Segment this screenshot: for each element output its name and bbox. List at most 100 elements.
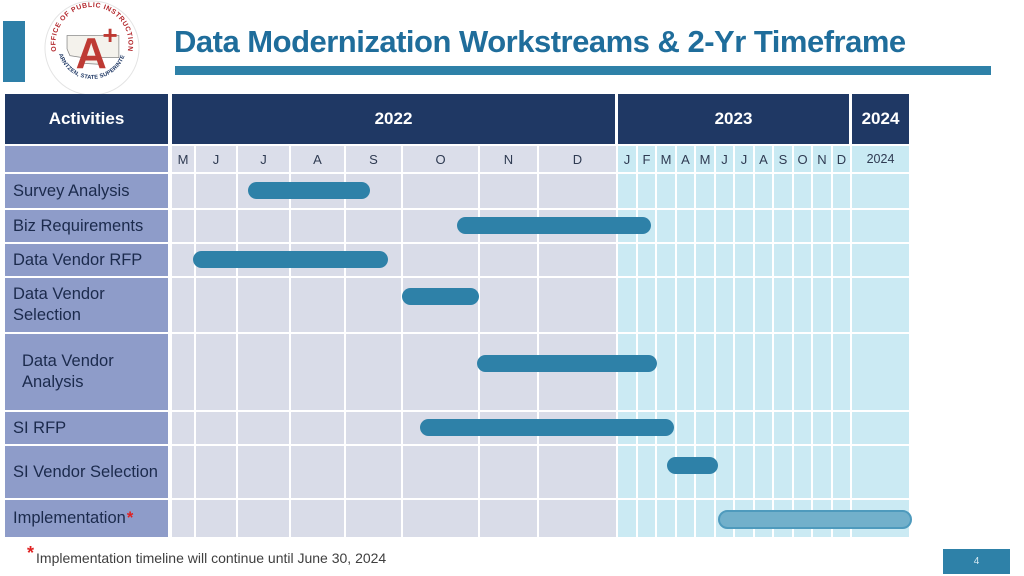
month-cell: M xyxy=(696,146,716,172)
task-label-text: Survey Analysis xyxy=(13,181,130,200)
grid-cell xyxy=(696,210,716,242)
grid-cell xyxy=(677,334,696,410)
grid-cell xyxy=(794,334,813,410)
grid-cell xyxy=(480,334,539,410)
month-cell: M xyxy=(172,146,196,172)
grid-cell xyxy=(238,446,291,498)
grid-cell xyxy=(774,174,794,208)
gantt-bar xyxy=(248,182,370,199)
task-label: Survey Analysis xyxy=(5,174,172,208)
task-label: SI Vendor Selection xyxy=(5,446,172,498)
task-label-text: SI RFP xyxy=(13,418,67,437)
grid-cell xyxy=(852,334,909,410)
grid-cell xyxy=(346,412,403,444)
grid-cell xyxy=(638,446,657,498)
grid-cell xyxy=(291,278,346,332)
grid-cell xyxy=(638,334,657,410)
grid-cell xyxy=(813,412,833,444)
opi-seal-logo: OFFICE OF PUBLIC INSTRUCTION ELSIE ARNTZ… xyxy=(33,0,151,96)
grid-cell xyxy=(696,334,716,410)
grid-cell xyxy=(716,446,735,498)
grid-cell xyxy=(172,334,196,410)
task-row: Data Vendor Selection xyxy=(5,278,909,332)
grid-cell xyxy=(638,174,657,208)
grid-cell xyxy=(403,278,480,332)
month-cell: J xyxy=(716,146,735,172)
task-chart-area xyxy=(172,174,909,208)
task-row: SI Vendor Selection xyxy=(5,446,909,498)
grid-cell xyxy=(677,210,696,242)
grid-cell xyxy=(833,210,852,242)
grid-cell xyxy=(833,334,852,410)
task-label-text: Data Vendor Selection xyxy=(13,285,105,324)
grid-cell xyxy=(291,412,346,444)
logo-monogram-a: A xyxy=(76,30,107,78)
gantt-bar xyxy=(402,288,479,305)
month-cell: 2024 xyxy=(852,146,909,172)
gantt-body: Survey Analysis Biz Requirements Data Vend… xyxy=(5,174,912,537)
grid-cell xyxy=(813,446,833,498)
grid-cell xyxy=(657,278,677,332)
grid-cell xyxy=(716,412,735,444)
grid-cell xyxy=(716,278,735,332)
grid-cell xyxy=(346,446,403,498)
task-row: Implementation * xyxy=(5,500,912,537)
month-cell: O xyxy=(794,146,813,172)
grid-cell xyxy=(618,174,638,208)
month-row-corner xyxy=(5,146,172,172)
grid-cell xyxy=(480,244,539,276)
grid-cell xyxy=(852,244,909,276)
month-cell: A xyxy=(677,146,696,172)
accent-square xyxy=(3,21,25,82)
task-chart-area xyxy=(172,278,909,332)
grid-cell xyxy=(238,500,291,537)
month-cell: F xyxy=(638,146,657,172)
grid-cell xyxy=(755,174,774,208)
month-cell: J xyxy=(735,146,755,172)
gantt-bar xyxy=(193,251,388,268)
grid-cell xyxy=(238,412,291,444)
month-cell: D xyxy=(539,146,618,172)
grid-cell xyxy=(403,174,480,208)
grid-cell xyxy=(794,412,813,444)
grid-cell xyxy=(716,244,735,276)
grid-cell xyxy=(638,278,657,332)
grid-cell xyxy=(852,174,909,208)
grid-cell xyxy=(618,446,638,498)
grid-cell xyxy=(196,278,238,332)
grid-cell xyxy=(755,412,774,444)
grid-cell xyxy=(755,210,774,242)
year-headers: 2022 2023 2024 xyxy=(172,94,909,144)
task-row: SI RFP xyxy=(5,412,909,444)
grid-cell xyxy=(716,174,735,208)
grid-cell xyxy=(833,174,852,208)
grid-cell xyxy=(696,244,716,276)
grid-cell xyxy=(172,210,196,242)
grid-cell xyxy=(735,278,755,332)
grid-cell xyxy=(774,210,794,242)
month-cells: M J J A S O N D J F M A M J J A S O N D 2024 xyxy=(172,146,909,172)
grid-cell xyxy=(657,210,677,242)
footnote-text: Implementation timeline will continue un… xyxy=(36,550,387,566)
grid-cell xyxy=(755,278,774,332)
task-label: Data Vendor RFP xyxy=(5,244,172,276)
grid-cell xyxy=(696,500,716,537)
grid-cell xyxy=(794,244,813,276)
grid-cell xyxy=(172,278,196,332)
gantt-bar xyxy=(477,355,657,372)
month-cell: M xyxy=(657,146,677,172)
month-cell: S xyxy=(346,146,403,172)
grid-cell xyxy=(618,278,638,332)
month-header-row: M J J A S O N D J F M A M J J A S O N D 2024 xyxy=(5,146,909,172)
grid-cell xyxy=(755,446,774,498)
grid-cell xyxy=(346,334,403,410)
month-cell: S xyxy=(774,146,794,172)
grid-cell xyxy=(677,500,696,537)
task-row: Data Vendor Analysis xyxy=(5,334,909,410)
grid-cell xyxy=(238,278,291,332)
grid-cell xyxy=(833,446,852,498)
grid-cell xyxy=(794,210,813,242)
title-underline xyxy=(175,66,991,75)
grid-cell xyxy=(774,412,794,444)
